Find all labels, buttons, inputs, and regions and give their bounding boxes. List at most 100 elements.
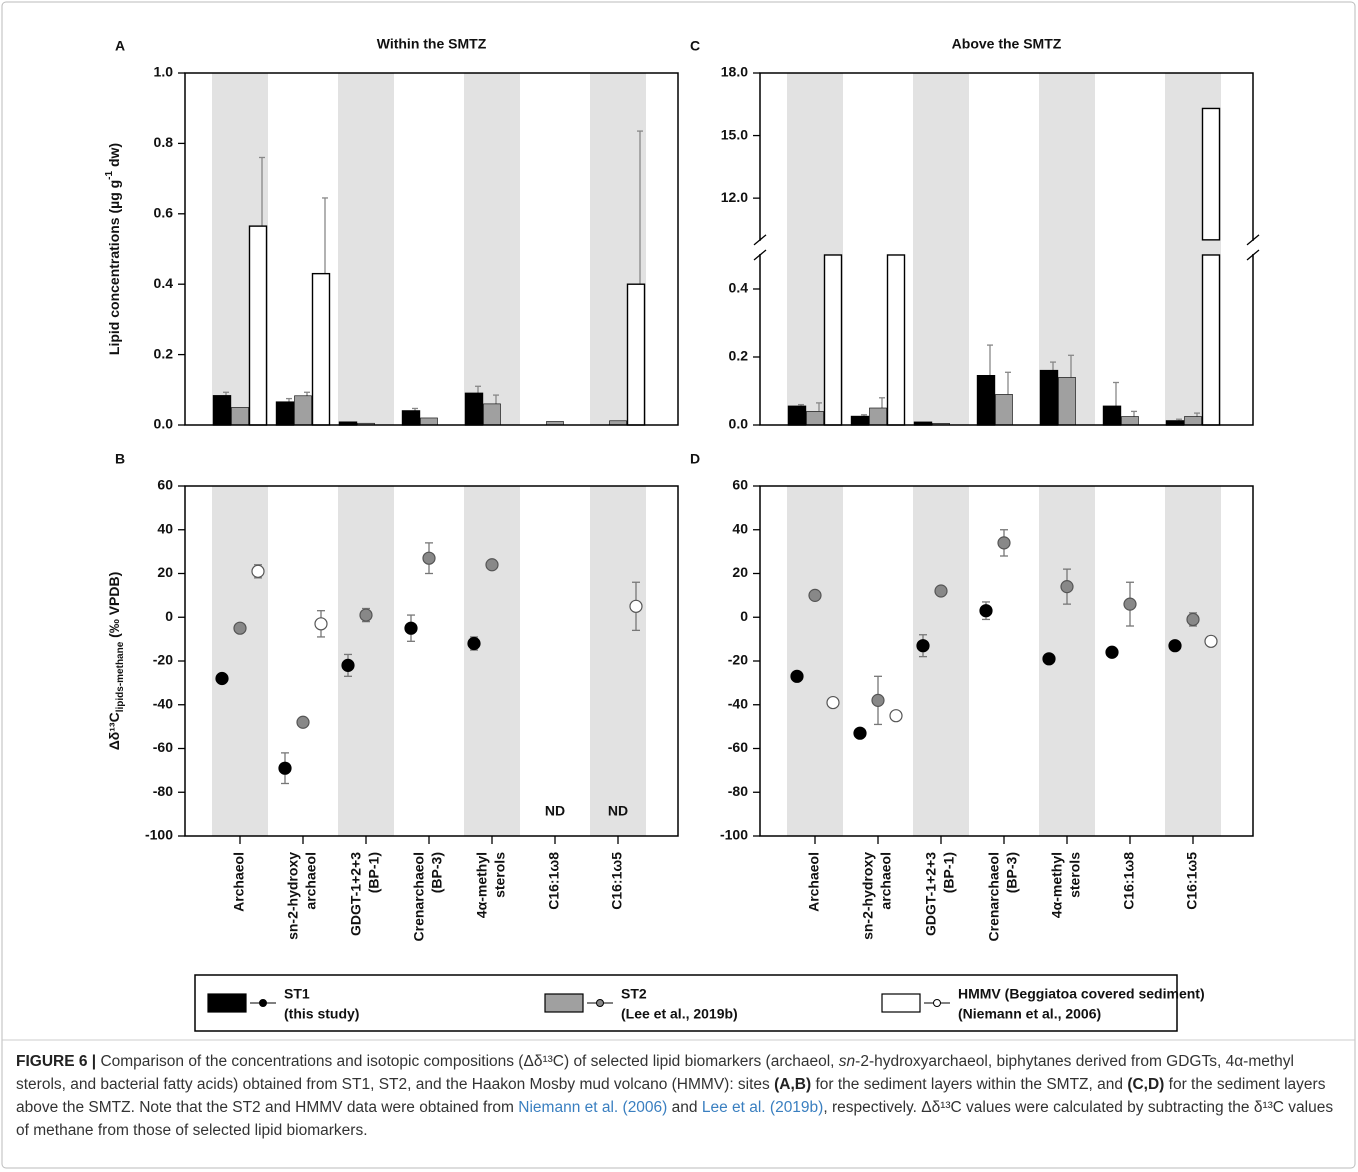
bar	[1184, 416, 1202, 426]
bar	[995, 394, 1013, 426]
category-band	[1039, 73, 1095, 425]
x-tick-label: GDGT-1+2+3	[348, 852, 364, 936]
x-tick-label: (BP-3)	[429, 852, 445, 893]
x-tick-label: sterols	[1067, 852, 1083, 898]
y-tick-label: 0.0	[154, 416, 174, 432]
point	[889, 709, 903, 723]
bar	[1058, 377, 1076, 426]
bar	[275, 401, 295, 426]
caption-link[interactable]: Lee et al. (2019b)	[701, 1099, 824, 1116]
bar	[869, 407, 887, 426]
y-tick-label: -60	[153, 739, 173, 755]
x-tick-label: Archaeol	[806, 852, 822, 912]
bar	[886, 254, 906, 426]
point	[485, 558, 499, 572]
y-tick-label: -100	[720, 827, 748, 843]
x-tick-label: 4α-methyl	[1049, 852, 1065, 918]
point	[826, 695, 840, 710]
point	[871, 693, 885, 707]
x-tick-label: C16:1ω5	[609, 852, 625, 910]
y-tick-label: 18.0	[721, 64, 748, 80]
bar	[420, 417, 438, 426]
caption-text: (A,B)	[774, 1076, 812, 1093]
point	[1060, 580, 1074, 594]
x-tick-label: sn-2-hydroxy	[285, 852, 301, 940]
legend-label: ST2	[621, 986, 647, 1002]
point	[314, 617, 328, 631]
bar	[248, 225, 268, 426]
x-tick-label: Crenarchaeol	[411, 852, 427, 941]
point	[467, 636, 481, 651]
point	[790, 669, 804, 683]
category-band	[787, 486, 843, 836]
point	[629, 599, 643, 613]
axis-break-gap	[752, 240, 768, 254]
caption-link[interactable]: Niemann et al. (2006)	[518, 1099, 668, 1116]
point	[1204, 634, 1218, 648]
caption-text: for the sediment layers within the SMTZ,…	[811, 1076, 1128, 1093]
x-tick-label: Crenarchaeol	[986, 852, 1002, 941]
y-tick-label: 1.0	[154, 64, 174, 80]
y-axis-label-part: lipids-methane	[115, 641, 126, 712]
point	[215, 671, 229, 686]
y-tick-label: -40	[153, 695, 173, 711]
bar	[976, 374, 996, 426]
legend-label: HMMV (Beggiatoa covered sediment)	[958, 986, 1205, 1002]
y-tick-label: -60	[728, 739, 748, 755]
bar	[401, 410, 421, 426]
bar	[311, 272, 331, 426]
y-tick-label: 60	[732, 477, 748, 493]
y-tick-label: 0	[740, 608, 748, 624]
x-tick-label: sn-2-hydroxy	[860, 852, 876, 940]
x-tick-label: C16:1ω8	[1121, 852, 1137, 910]
y-tick-label: 0.4	[154, 275, 174, 291]
y-tick-label: 12.0	[721, 189, 748, 205]
y-tick-label: -100	[145, 827, 173, 843]
y-tick-label: -20	[153, 652, 173, 668]
caption-text: for the sediment layers above the SMTZ. …	[16, 1076, 1326, 1116]
y-tick-label: -40	[728, 695, 748, 711]
legend-marker	[596, 999, 604, 1007]
point	[997, 536, 1011, 550]
bar	[464, 392, 484, 426]
y-tick-label: 20	[732, 564, 748, 580]
bar	[823, 254, 843, 426]
bar	[1039, 369, 1059, 426]
caption-text: , respectively. Δδ¹³C values were calcul…	[16, 1099, 1334, 1139]
x-tick-label: sterols	[492, 852, 508, 898]
y-tick-label: -20	[728, 652, 748, 668]
x-tick-label: archaeol	[878, 852, 894, 910]
legend-note: (this study)	[284, 1006, 359, 1022]
axis-break-gap	[1245, 240, 1261, 254]
point	[233, 621, 247, 635]
point	[916, 639, 930, 653]
bar	[1201, 254, 1221, 426]
bar	[787, 405, 807, 426]
x-tick-label: archaeol	[303, 852, 319, 910]
point	[1042, 652, 1056, 666]
bar	[483, 403, 501, 426]
caption-text: -2-hydroxyarchaeol, biphytanes derived f…	[16, 1053, 1295, 1093]
y-tick-label: 0.6	[154, 205, 174, 221]
panel-label: D	[690, 451, 700, 467]
point	[404, 621, 418, 635]
plot-frame	[184, 485, 679, 837]
bar	[212, 395, 232, 426]
y-axis-label-part: -1	[104, 170, 115, 179]
y-tick-label: -80	[153, 783, 173, 799]
panel-label: C	[690, 38, 700, 54]
y-axis-label-part: Lipid concentrations (µg g	[106, 180, 122, 355]
bar	[806, 411, 824, 426]
bar	[294, 395, 312, 426]
y-axis-label-part: dw)	[106, 143, 122, 171]
x-tick-label: Archaeol	[231, 852, 247, 912]
point	[1168, 639, 1182, 653]
y-tick-label: 15.0	[721, 126, 748, 142]
x-tick-label: (BP-1)	[366, 852, 382, 893]
category-band	[1165, 486, 1221, 836]
bar	[231, 407, 249, 426]
legend-swatch	[881, 993, 921, 1013]
